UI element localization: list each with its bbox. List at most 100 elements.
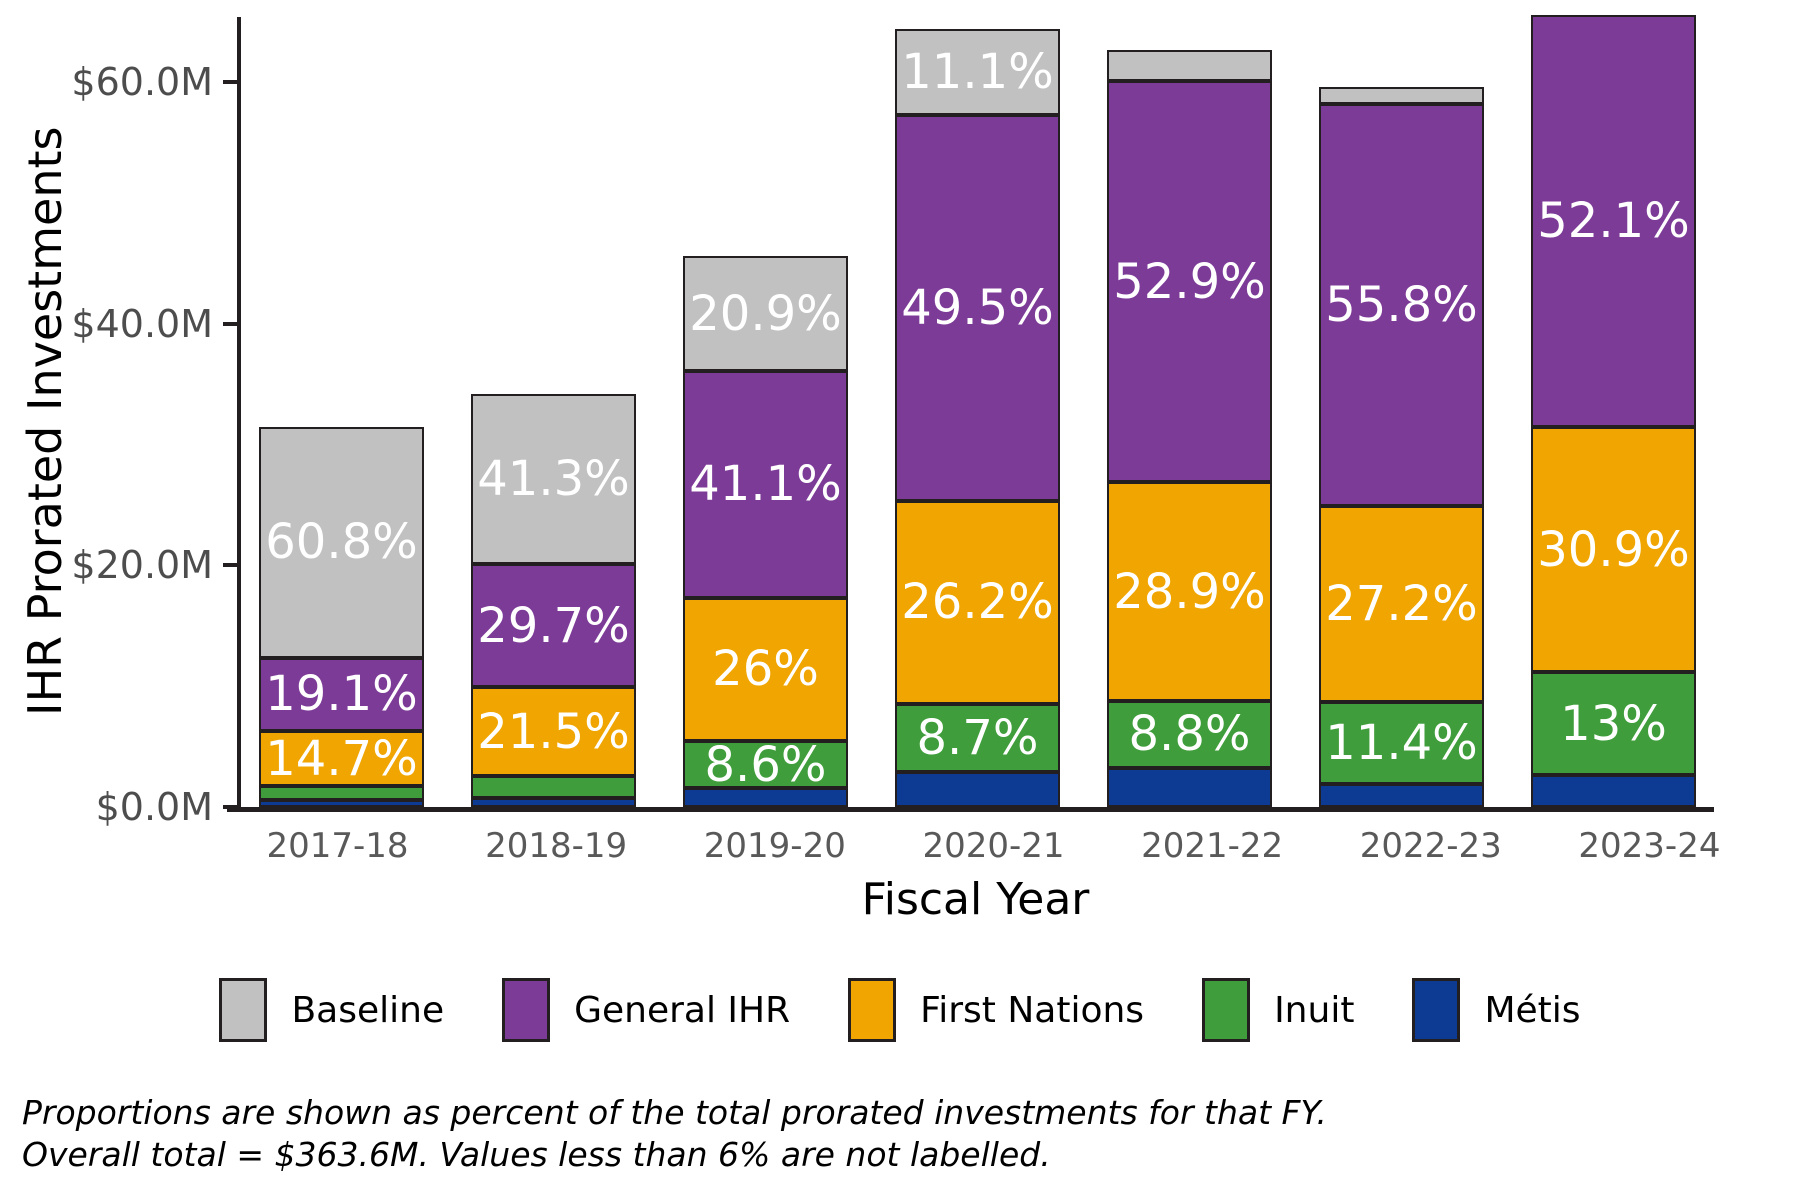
- segment-general-ihr-2023-24: 52.1%: [1531, 14, 1696, 428]
- legend-label-general-ihr: General IHR: [574, 989, 791, 1031]
- segment-inuit-2017-18: [259, 786, 424, 801]
- segment-métis-2020-21: [895, 771, 1060, 807]
- x-tick-label-2017-18: 2017-18: [266, 826, 409, 866]
- segment-inuit-2020-21: 8.7%: [895, 704, 1060, 772]
- segment-inuit-2023-24: 13%: [1531, 672, 1696, 776]
- legend-item-métis: Métis: [1412, 978, 1581, 1042]
- legend-swatch-inuit: [1202, 978, 1251, 1042]
- y-axis-label: IHR Prorated Investments: [18, 126, 72, 717]
- segment-label-first-nations-2022-23: 27.2%: [1325, 576, 1478, 633]
- x-tick-label-2021-22: 2021-22: [1141, 826, 1284, 866]
- segment-label-inuit-2020-21: 8.7%: [916, 710, 1039, 767]
- x-tick-label-2023-24: 2023-24: [1578, 826, 1721, 866]
- y-tick-mark-20: [223, 563, 237, 568]
- segment-label-baseline-2018-19: 41.3%: [477, 451, 630, 508]
- legend-item-general-ihr: General IHR: [502, 978, 790, 1042]
- segment-baseline-2018-19: 41.3%: [471, 393, 636, 565]
- segment-general-ihr-2018-19: 29.7%: [471, 564, 636, 688]
- segment-label-first-nations-2020-21: 26.2%: [901, 574, 1054, 631]
- segment-general-ihr-2017-18: 19.1%: [259, 657, 424, 731]
- x-tick-label-2020-21: 2020-21: [922, 826, 1065, 866]
- bar-2022-23: 55.8% 27.2% 11.4%: [1319, 87, 1484, 807]
- y-axis-ticks: $0.0M $20.0M $40.0M $60.0M: [71, 17, 1714, 826]
- segment-label-baseline-2020-21: 11.1%: [901, 44, 1054, 101]
- segment-general-ihr-2019-20: 41.1%: [683, 371, 848, 598]
- legend-swatch-métis: [1412, 978, 1461, 1042]
- caption-line-2: Overall total = $363.6M. Values less tha…: [22, 1135, 1051, 1175]
- legend-label-métis: Métis: [1484, 989, 1581, 1031]
- bar-2017-18: 60.8% 19.1% 14.7%: [259, 426, 424, 807]
- segment-métis-2018-19: [471, 797, 636, 807]
- y-tick-label-0: $0.0M: [95, 785, 213, 829]
- segment-first-nations-2023-24: 30.9%: [1531, 427, 1696, 673]
- segment-label-baseline-2017-18: 60.8%: [265, 514, 418, 571]
- legend-item-first-nations: First Nations: [848, 978, 1144, 1042]
- segment-label-inuit-2023-24: 13%: [1560, 695, 1667, 752]
- segment-general-ihr-2021-22: 52.9%: [1107, 81, 1272, 483]
- segment-first-nations-2019-20: 26%: [683, 597, 848, 741]
- legend-label-baseline: Baseline: [291, 989, 445, 1031]
- bar-2021-22: 52.9% 28.9% 8.8%: [1107, 49, 1272, 807]
- segment-general-ihr-2020-21: 49.5%: [895, 115, 1060, 501]
- segment-first-nations-2021-22: 28.9%: [1107, 482, 1272, 701]
- segment-label-inuit-2021-22: 8.8%: [1128, 706, 1251, 763]
- segment-label-general-ihr-2022-23: 55.8%: [1325, 277, 1478, 334]
- segment-label-first-nations-2021-22: 28.9%: [1113, 563, 1266, 620]
- segment-label-general-ihr-2017-18: 19.1%: [265, 666, 418, 723]
- x-axis-tick-labels: 2017-18 2018-19 2019-20 2020-21 2021-22 2022-…: [237, 826, 1750, 866]
- segment-label-baseline-2019-20: 20.9%: [689, 285, 842, 342]
- y-tick-label-20: $20.0M: [71, 543, 213, 588]
- legend-swatch-general-ihr: [502, 978, 551, 1042]
- plot-area: $0.0M $20.0M $40.0M $60.0M 60.8% 19.1% 14.7% 4…: [71, 14, 1714, 826]
- legend-item-inuit: Inuit: [1202, 978, 1354, 1042]
- segment-métis-2021-22: [1107, 767, 1272, 807]
- x-tick-label-2022-23: 2022-23: [1359, 826, 1502, 866]
- segment-label-general-ihr-2023-24: 52.1%: [1537, 193, 1690, 250]
- segment-métis-2017-18: [259, 800, 424, 807]
- segment-inuit-2022-23: 11.4%: [1319, 701, 1484, 784]
- segment-first-nations-2020-21: 26.2%: [895, 500, 1060, 705]
- segment-baseline-2017-18: 60.8%: [259, 426, 424, 658]
- segment-label-first-nations-2017-18: 14.7%: [265, 730, 418, 787]
- segment-label-general-ihr-2021-22: 52.9%: [1113, 253, 1266, 310]
- y-tick-mark-40: [223, 321, 237, 326]
- x-axis-label: Fiscal Year: [861, 874, 1090, 925]
- segment-baseline-2022-23: [1319, 87, 1484, 105]
- segment-label-inuit-2019-20: 8.6%: [704, 736, 827, 793]
- y-tick-label-60: $60.0M: [71, 60, 213, 105]
- legend-item-baseline: Baseline: [219, 978, 444, 1042]
- y-tick-mark-60: [223, 80, 237, 85]
- bar-2019-20: 20.9% 41.1% 26% 8.6%: [683, 256, 848, 807]
- legend: Baseline General IHR First Nations Inuit Mét…: [0, 978, 1800, 1042]
- segment-inuit-2018-19: [471, 775, 636, 798]
- y-tick-label-40: $40.0M: [71, 301, 213, 346]
- segment-inuit-2021-22: 8.8%: [1107, 700, 1272, 768]
- segment-métis-2023-24: [1531, 775, 1696, 807]
- segment-label-first-nations-2023-24: 30.9%: [1537, 521, 1690, 578]
- segment-label-inuit-2022-23: 11.4%: [1325, 714, 1478, 771]
- caption: Proportions are shown as percent of the …: [22, 1092, 1327, 1176]
- bar-2020-21: 11.1% 49.5% 26.2% 8.7%: [895, 29, 1060, 807]
- segment-first-nations-2017-18: 14.7%: [259, 730, 424, 787]
- bar-2023-24: 52.1% 30.9% 13%: [1531, 14, 1696, 807]
- segment-first-nations-2022-23: 27.2%: [1319, 506, 1484, 702]
- segment-baseline-2019-20: 20.9%: [683, 256, 848, 372]
- segment-label-general-ihr-2020-21: 49.5%: [901, 279, 1054, 336]
- segment-inuit-2019-20: 8.6%: [683, 736, 848, 793]
- segment-baseline-2021-22: [1107, 49, 1272, 82]
- x-tick-label-2019-20: 2019-20: [703, 826, 846, 866]
- segment-métis-2019-20: [683, 788, 848, 807]
- legend-swatch-baseline: [219, 978, 268, 1042]
- segment-general-ihr-2022-23: 55.8%: [1319, 104, 1484, 507]
- legend-label-first-nations: First Nations: [920, 989, 1145, 1031]
- y-tick-mark-0: [223, 805, 237, 809]
- segment-label-first-nations-2018-19: 21.5%: [477, 703, 630, 760]
- segment-label-first-nations-2019-20: 26%: [712, 641, 819, 698]
- bars-container: 60.8% 19.1% 14.7% 41.3% 29.7% 21.5% 20.9% 41.1%…: [241, 14, 1714, 807]
- legend-label-inuit: Inuit: [1274, 989, 1355, 1031]
- segment-baseline-2020-21: 11.1%: [895, 29, 1060, 116]
- legend-swatch-first-nations: [848, 978, 897, 1042]
- segment-label-general-ihr-2018-19: 29.7%: [477, 597, 630, 654]
- segment-label-general-ihr-2019-20: 41.1%: [689, 456, 842, 513]
